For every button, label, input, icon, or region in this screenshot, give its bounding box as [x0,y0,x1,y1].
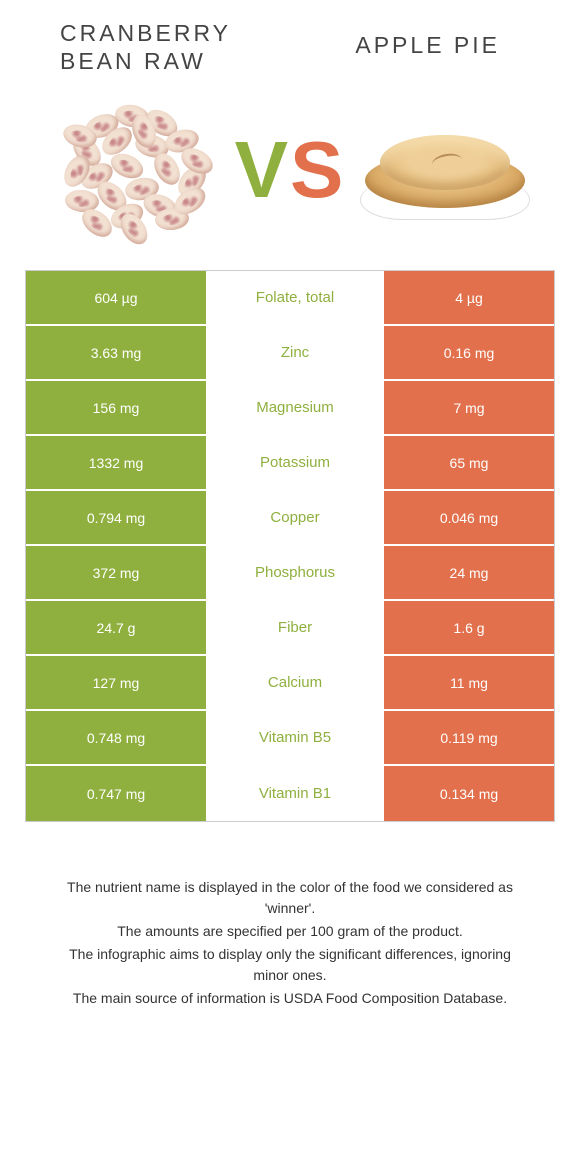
nutrient-name-cell: Copper [206,491,384,544]
table-row: 604 µgFolate, total4 µg [26,271,554,326]
right-food-title: APPLE PIE [280,20,520,60]
footer-line-4: The main source of information is USDA F… [50,988,530,1009]
comparison-table: 604 µgFolate, total4 µg3.63 mgZinc0.16 m… [25,270,555,822]
nutrient-name-cell: Folate, total [206,271,384,324]
table-row: 156 mgMagnesium7 mg [26,381,554,436]
left-value-cell: 0.747 mg [26,766,206,821]
nutrient-name-cell: Vitamin B5 [206,711,384,764]
nutrient-name-cell: Vitamin B1 [206,766,384,821]
left-value-cell: 0.794 mg [26,491,206,544]
nutrient-name-cell: Phosphorus [206,546,384,599]
right-value-cell: 0.16 mg [384,326,554,379]
left-value-cell: 127 mg [26,656,206,709]
image-row: VS [20,85,560,270]
right-value-cell: 11 mg [384,656,554,709]
table-row: 0.794 mgCopper0.046 mg [26,491,554,546]
right-value-cell: 65 mg [384,436,554,489]
table-row: 0.748 mgVitamin B50.119 mg [26,711,554,766]
right-value-cell: 1.6 g [384,601,554,654]
left-value-cell: 3.63 mg [26,326,206,379]
left-title-line2: BEAN RAW [60,48,206,74]
left-food-image [50,95,220,245]
nutrient-name-cell: Potassium [206,436,384,489]
footer-notes: The nutrient name is displayed in the co… [20,822,560,1009]
right-value-cell: 7 mg [384,381,554,434]
table-row: 127 mgCalcium11 mg [26,656,554,711]
vs-v: V [235,125,290,214]
nutrient-name-cell: Calcium [206,656,384,709]
table-row: 1332 mgPotassium65 mg [26,436,554,491]
right-value-cell: 24 mg [384,546,554,599]
left-value-cell: 0.748 mg [26,711,206,764]
footer-line-2: The amounts are specified per 100 gram o… [50,921,530,942]
pie-illustration [360,110,530,230]
footer-line-1: The nutrient name is displayed in the co… [50,877,530,919]
left-value-cell: 1332 mg [26,436,206,489]
left-value-cell: 156 mg [26,381,206,434]
left-value-cell: 604 µg [26,271,206,324]
left-value-cell: 24.7 g [26,601,206,654]
left-title-line1: CRANBERRY [60,20,231,46]
right-value-cell: 0.119 mg [384,711,554,764]
vs-label: VS [235,124,346,216]
footer-line-3: The infographic aims to display only the… [50,944,530,986]
table-row: 372 mgPhosphorus24 mg [26,546,554,601]
nutrient-name-cell: Zinc [206,326,384,379]
right-value-cell: 0.046 mg [384,491,554,544]
left-value-cell: 372 mg [26,546,206,599]
table-row: 24.7 gFiber1.6 g [26,601,554,656]
vs-s: S [290,125,345,214]
table-row: 0.747 mgVitamin B10.134 mg [26,766,554,821]
left-food-title: CRANBERRY BEAN RAW [60,20,280,75]
header: CRANBERRY BEAN RAW APPLE PIE [20,20,560,85]
right-value-cell: 4 µg [384,271,554,324]
right-food-image [360,95,530,245]
table-row: 3.63 mgZinc0.16 mg [26,326,554,381]
nutrient-name-cell: Magnesium [206,381,384,434]
right-value-cell: 0.134 mg [384,766,554,821]
beans-illustration [55,100,215,240]
nutrient-name-cell: Fiber [206,601,384,654]
